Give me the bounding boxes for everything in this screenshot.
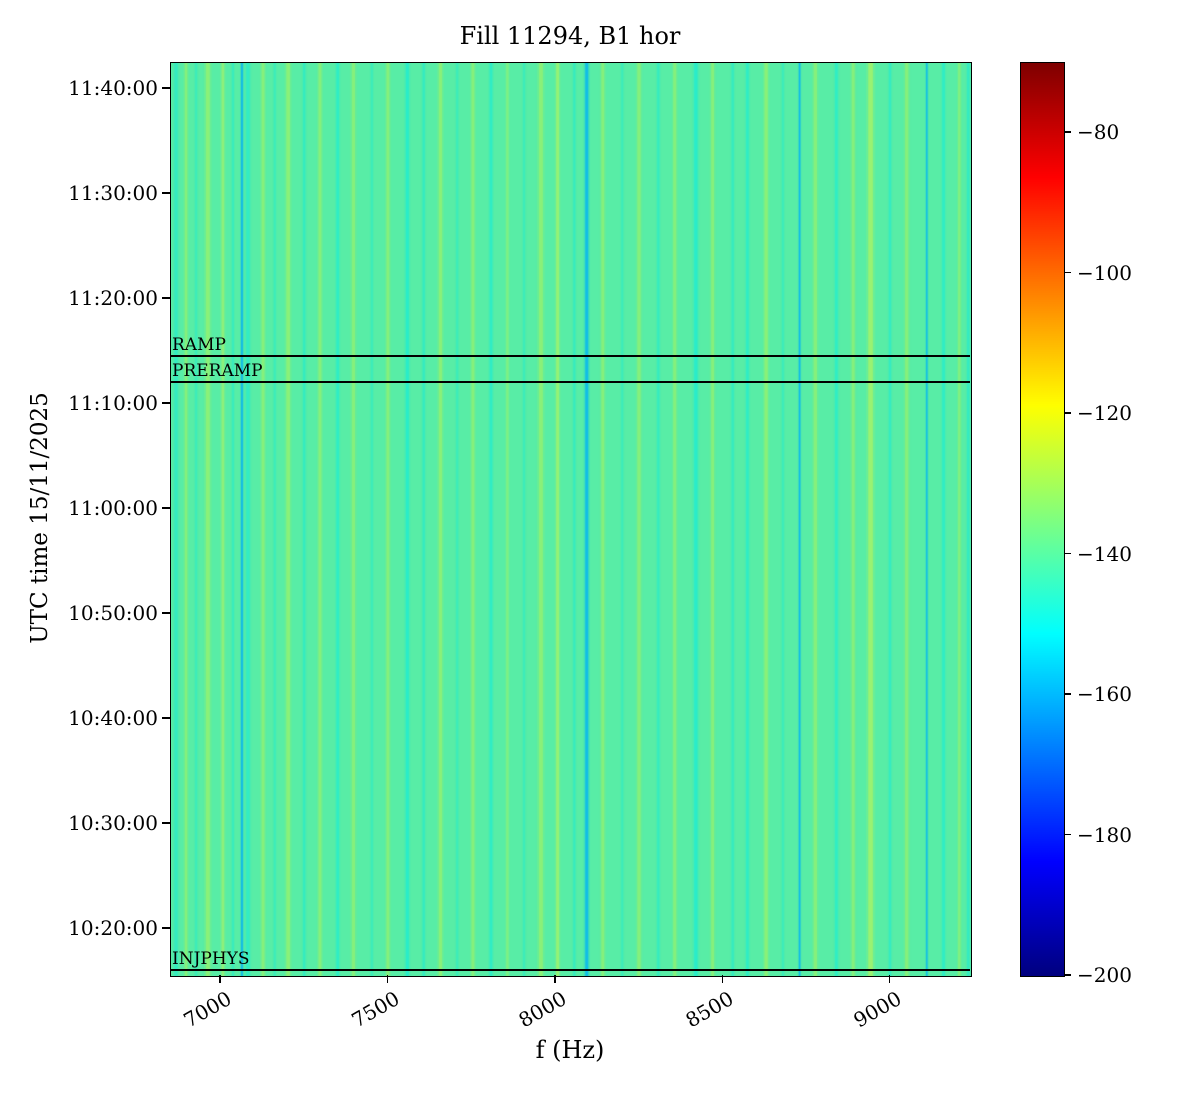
y-tick-mark [162,402,170,404]
y-tick-mark [162,297,170,299]
annotation-label: INJPHYS [172,948,250,969]
colorbar-tick-label: −180 [1077,822,1132,847]
colorbar-tick-mark [1064,833,1071,836]
x-tick-mark [888,975,891,983]
y-tick-label: 11:10:00 [68,391,158,416]
y-tick-label: 11:30:00 [68,181,158,206]
colorbar-tick-mark [1064,131,1071,134]
x-tick-mark [721,975,724,983]
annotation-label: RAMP [172,334,226,355]
y-tick-label: 10:30:00 [68,810,158,835]
y-tick-mark [162,507,170,509]
y-tick-mark [162,926,170,929]
colorbar-tick-label: −100 [1077,260,1132,285]
y-tick-mark [162,612,170,614]
colorbar-tick-label: −200 [1077,963,1132,987]
y-tick-label: 11:00:00 [68,496,158,520]
y-tick-label: 10:50:00 [68,600,158,625]
colorbar-tick-label: −80 [1077,120,1120,145]
annotation-label: PRERAMP [172,361,263,382]
colorbar-tick-mark [1064,412,1071,414]
x-tick-mark [219,975,221,983]
colorbar-tick-mark [1064,974,1071,976]
y-tick-label: 11:20:00 [68,286,158,311]
y-tick-mark [162,192,170,194]
plot-area [170,62,972,977]
y-tick-mark [162,87,170,90]
chart-title: Fill 11294, B1 hor [459,22,681,50]
y-tick-mark [162,717,170,719]
heatmap-canvas [171,63,971,976]
y-tick-mark [162,822,170,824]
y-tick-label: 10:20:00 [68,915,158,940]
x-tick-mark [386,975,389,983]
y-tick-label: 11:40:00 [68,76,158,101]
colorbar [1020,62,1065,977]
colorbar-tick-mark [1064,552,1071,555]
annotation-line [170,968,970,971]
colorbar-canvas [1021,63,1064,976]
x-axis-label: f (Hz) [535,1036,605,1064]
annotation-line [170,354,970,358]
colorbar-tick-mark [1064,271,1071,274]
x-tick-mark [554,975,556,983]
annotation-line [170,380,970,384]
colorbar-tick-label: −140 [1077,541,1132,566]
y-tick-label: 10:40:00 [68,705,158,730]
colorbar-tick-mark [1064,693,1071,695]
colorbar-tick-label: −120 [1077,401,1132,426]
colorbar-tick-label: −160 [1077,682,1132,707]
